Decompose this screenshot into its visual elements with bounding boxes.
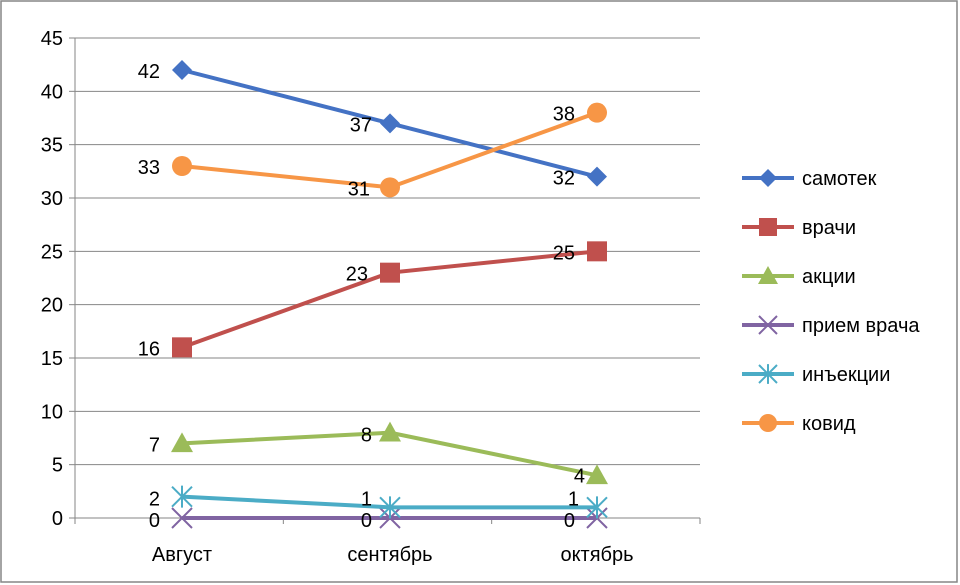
series-marker bbox=[172, 337, 192, 358]
legend-item: врачи bbox=[742, 217, 856, 239]
series-marker bbox=[586, 464, 608, 485]
series-marker bbox=[587, 102, 607, 123]
x-tick-label: сентябрь bbox=[347, 544, 432, 566]
legend-item: самотек bbox=[742, 168, 877, 190]
series-marker bbox=[759, 218, 777, 236]
y-tick-label: 5 bbox=[52, 455, 63, 477]
series-marker bbox=[759, 414, 777, 432]
data-label: 31 bbox=[348, 178, 370, 200]
series-marker bbox=[758, 266, 778, 284]
legend-item: инъекции bbox=[742, 364, 890, 386]
data-label: 8 bbox=[361, 425, 372, 447]
legend-label: самотек bbox=[802, 168, 877, 190]
data-label: 38 bbox=[553, 104, 575, 126]
series-marker bbox=[172, 60, 192, 80]
series-marker bbox=[759, 169, 777, 187]
series-marker bbox=[172, 156, 192, 176]
data-label: 33 bbox=[138, 157, 160, 179]
series-marker bbox=[171, 507, 193, 529]
series-marker bbox=[380, 113, 400, 134]
series-marker bbox=[379, 421, 401, 442]
y-tick-label: 45 bbox=[41, 28, 63, 50]
legend-label: прием врача bbox=[802, 315, 920, 337]
y-tick-label: 20 bbox=[41, 295, 63, 317]
data-label: 37 bbox=[350, 114, 372, 136]
data-label: 1 bbox=[361, 488, 372, 510]
data-label: 42 bbox=[138, 61, 160, 83]
y-tick-label: 10 bbox=[41, 401, 63, 423]
y-tick-label: 0 bbox=[52, 508, 63, 530]
series-врачи bbox=[172, 241, 607, 358]
data-label: 32 bbox=[553, 168, 575, 190]
data-label: 25 bbox=[553, 242, 575, 264]
legend-item: прием врача bbox=[742, 315, 920, 337]
series-инъекции bbox=[171, 485, 608, 519]
series-layer bbox=[171, 60, 608, 529]
y-tick-label: 15 bbox=[41, 348, 63, 370]
series-marker bbox=[380, 177, 400, 198]
series-marker bbox=[587, 241, 607, 262]
series-ковид bbox=[172, 102, 607, 198]
series-marker bbox=[758, 315, 778, 335]
y-tick-label: 25 bbox=[41, 241, 63, 263]
legend: самотек врачи акции прием врача инъекции кови… bbox=[742, 168, 920, 435]
series-marker bbox=[586, 496, 608, 519]
data-label: 0 bbox=[149, 510, 160, 532]
series-marker bbox=[379, 496, 401, 519]
x-tick-label: октябрь bbox=[560, 544, 633, 566]
series-marker bbox=[758, 364, 778, 384]
grid-lines bbox=[75, 37, 700, 466]
legend-label: ковид bbox=[802, 413, 856, 435]
x-tick-label: Август bbox=[152, 544, 212, 566]
series-самотек bbox=[172, 60, 607, 187]
legend-label: инъекции bbox=[802, 364, 890, 386]
series-marker bbox=[171, 485, 193, 508]
y-tick-label: 40 bbox=[41, 81, 63, 103]
data-label: 0 bbox=[361, 510, 372, 532]
legend-label: акции bbox=[802, 266, 856, 288]
legend-item: ковид bbox=[742, 413, 856, 435]
y-tick-label: 30 bbox=[41, 188, 63, 210]
y-tick-label: 35 bbox=[41, 135, 63, 157]
data-label: 16 bbox=[138, 338, 160, 360]
data-label: 4 bbox=[574, 465, 585, 487]
series-marker bbox=[587, 166, 607, 187]
data-label: 0 bbox=[564, 510, 575, 532]
data-label: 7 bbox=[149, 434, 160, 456]
series-акции bbox=[171, 421, 608, 485]
data-label: 23 bbox=[346, 264, 368, 286]
legend-item: акции bbox=[742, 266, 856, 288]
legend-label: врачи bbox=[802, 217, 856, 239]
series-marker bbox=[380, 262, 400, 283]
series-marker bbox=[171, 432, 193, 453]
data-label: 1 bbox=[568, 488, 579, 510]
data-label: 2 bbox=[149, 489, 160, 511]
